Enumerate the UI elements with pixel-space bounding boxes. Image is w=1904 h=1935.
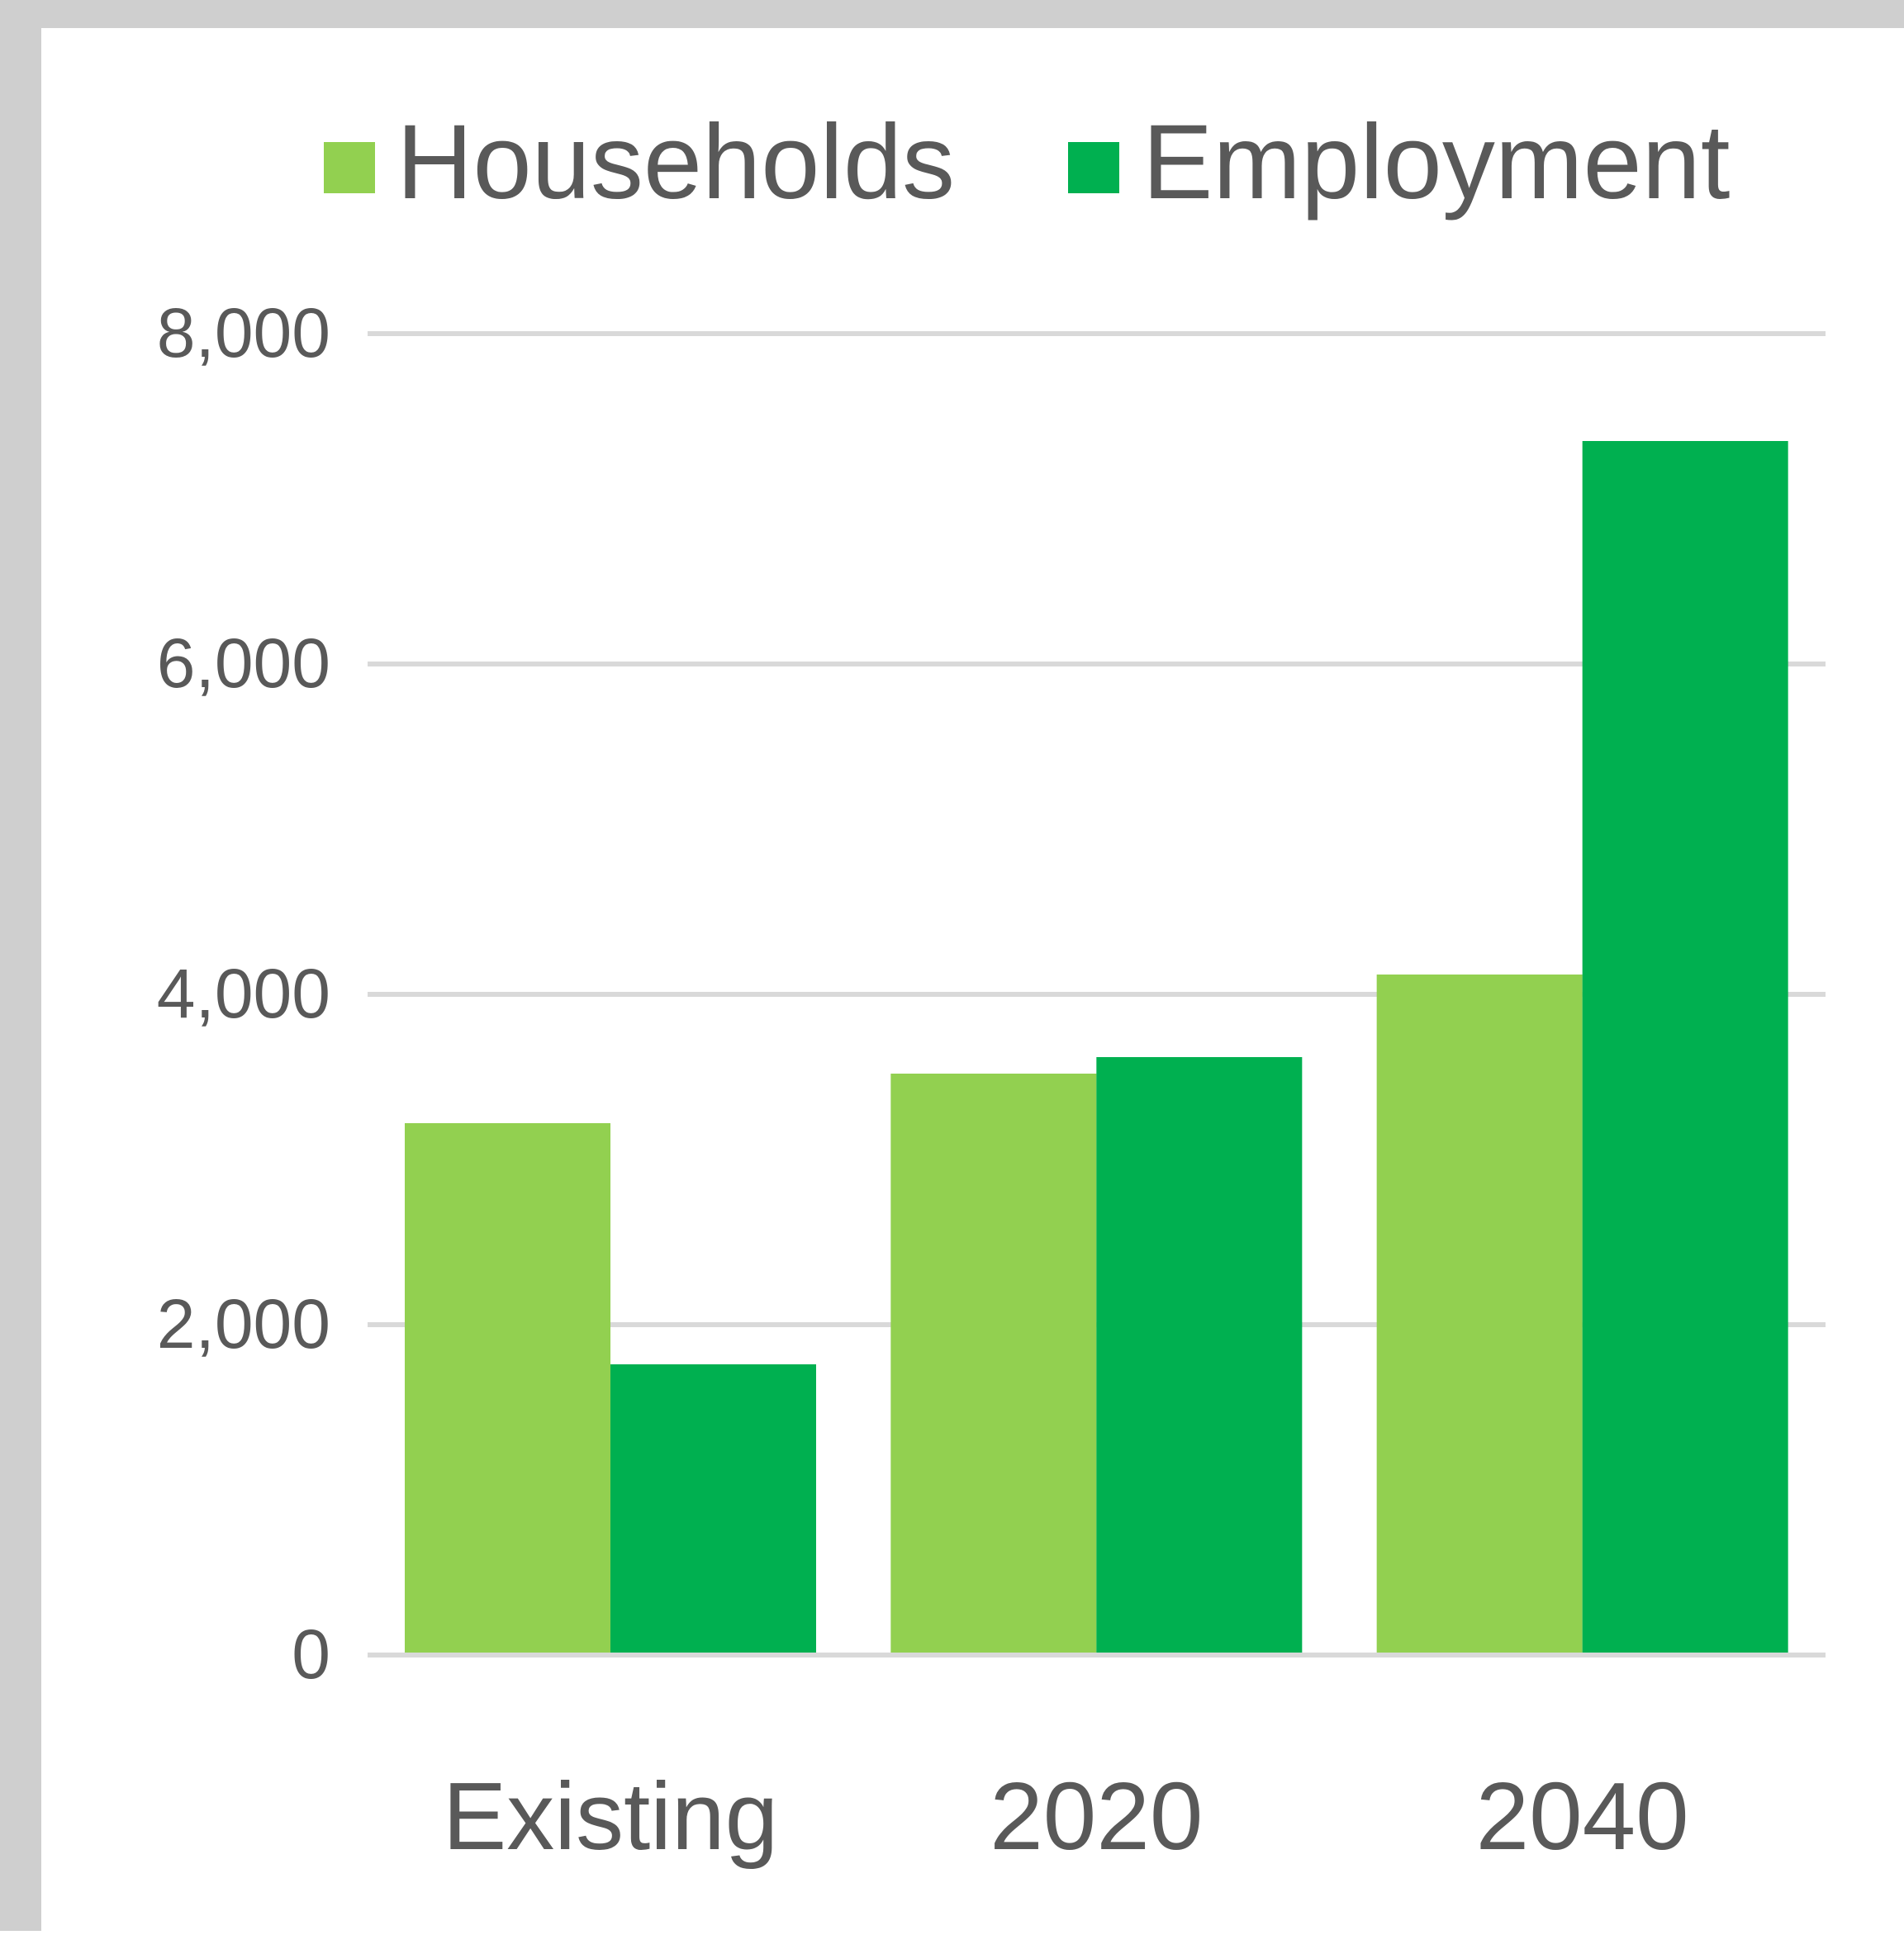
bar-households-2020 <box>890 1074 1097 1653</box>
y-tick-label: 8,000 <box>157 294 330 372</box>
y-tick-label: 4,000 <box>157 955 330 1032</box>
legend-label-employment: Employment <box>1142 103 1730 221</box>
y-tick-label: 0 <box>292 1615 330 1693</box>
y-axis-ticks: 0 2,000 4,000 6,000 8,000 <box>157 294 330 1693</box>
bar-employment-existing <box>610 1364 816 1653</box>
x-tick-label: 2040 <box>1476 1762 1689 1870</box>
bar-households-existing <box>405 1123 610 1653</box>
bar-employment-2040 <box>1582 441 1788 1653</box>
legend-swatch-households <box>324 142 375 193</box>
y-tick-label: 2,000 <box>157 1285 330 1363</box>
legend-label-households: Households <box>396 103 955 221</box>
bar-households-2040 <box>1376 975 1583 1653</box>
y-tick-label: 6,000 <box>157 624 330 702</box>
bar-employment-2020 <box>1096 1057 1303 1653</box>
legend-swatch-employment <box>1068 142 1119 193</box>
x-tick-label: Existing <box>443 1762 778 1870</box>
x-tick-label: 2020 <box>990 1762 1203 1870</box>
chart-panel: 0 2,000 4,000 6,000 8,000 Existing 2020 2040 H… <box>41 28 1904 1931</box>
bar-chart: 0 2,000 4,000 6,000 8,000 Existing 2020 2040 H… <box>157 103 1826 1870</box>
bars <box>405 441 1788 1653</box>
x-axis-ticks: Existing 2020 2040 <box>443 1762 1689 1870</box>
legend: Households Employment <box>324 103 1730 221</box>
